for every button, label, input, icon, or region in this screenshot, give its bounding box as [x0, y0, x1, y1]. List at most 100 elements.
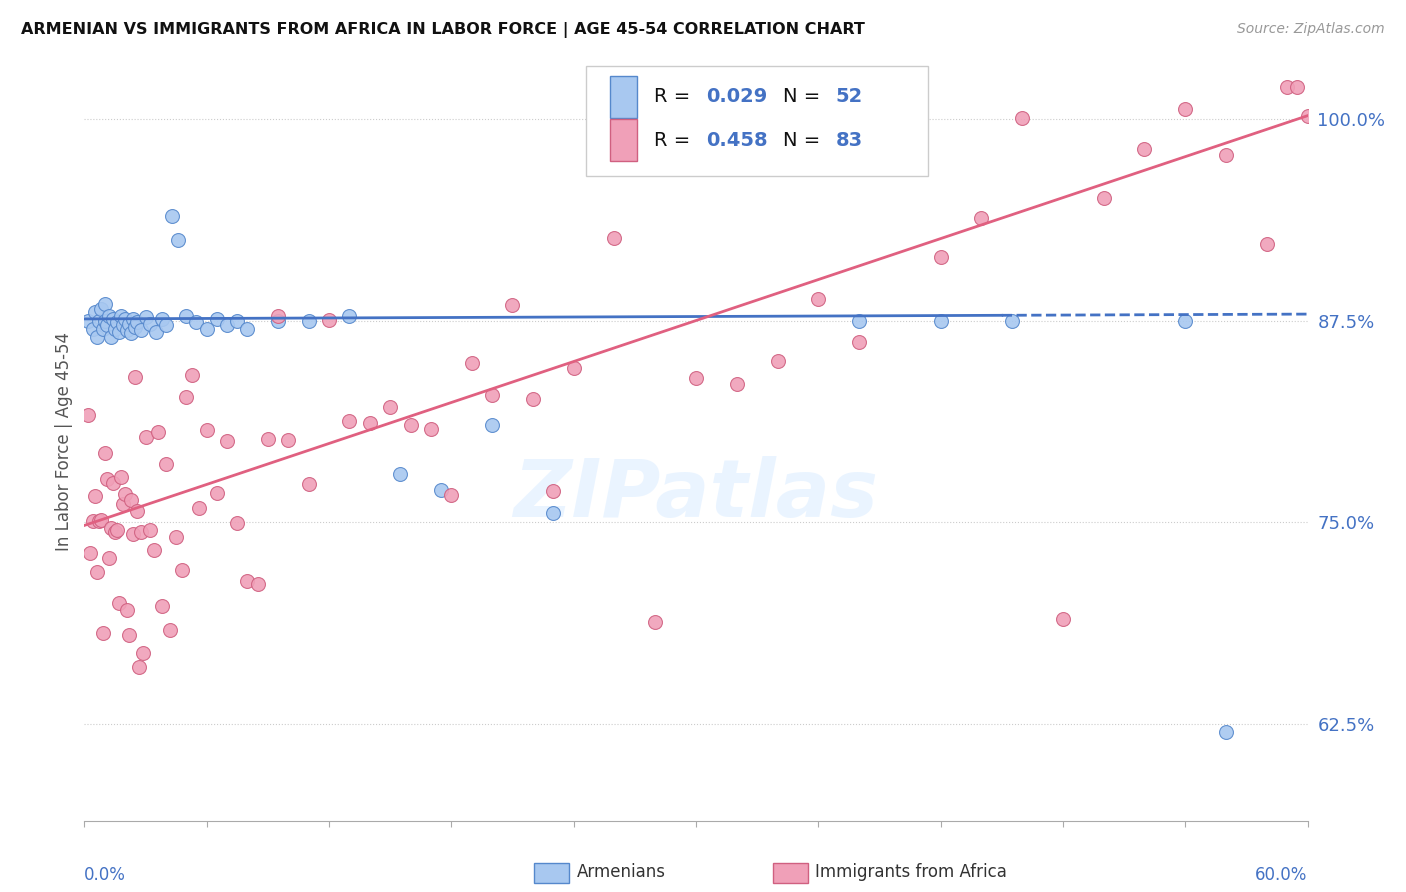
- Point: [522, 392, 544, 406]
- Point: [101, 312, 124, 326]
- FancyBboxPatch shape: [586, 66, 928, 177]
- Point: [112, 498, 135, 512]
- Point: [86, 566, 108, 580]
- Point: [226, 313, 249, 327]
- Point: [1277, 79, 1299, 94]
- Point: [79, 546, 101, 560]
- Point: [114, 312, 136, 326]
- Text: 60.0%: 60.0%: [1256, 866, 1308, 884]
- FancyBboxPatch shape: [610, 76, 637, 118]
- Point: [120, 492, 142, 507]
- Point: [267, 309, 290, 323]
- Point: [502, 298, 524, 312]
- Point: [970, 211, 993, 225]
- Point: [1215, 148, 1237, 162]
- Point: [114, 487, 136, 501]
- Point: [174, 309, 197, 323]
- Point: [380, 400, 402, 414]
- Point: [461, 356, 484, 370]
- Point: [83, 305, 105, 319]
- Point: [100, 520, 122, 534]
- Point: [217, 434, 239, 448]
- Point: [389, 467, 412, 481]
- Point: [226, 516, 249, 530]
- Point: [105, 315, 128, 329]
- Point: [93, 446, 115, 460]
- Point: [101, 476, 124, 491]
- Point: [236, 321, 259, 335]
- Point: [562, 361, 585, 376]
- Point: [142, 543, 165, 558]
- Point: [86, 329, 108, 343]
- Point: [257, 432, 280, 446]
- Point: [93, 297, 115, 311]
- Point: [90, 302, 112, 317]
- Point: [160, 209, 183, 223]
- Point: [1256, 237, 1278, 252]
- Point: [87, 313, 110, 327]
- Text: 0.458: 0.458: [706, 130, 768, 150]
- Text: Immigrants from Africa: Immigrants from Africa: [815, 863, 1007, 881]
- Point: [96, 472, 118, 486]
- Point: [339, 414, 361, 428]
- Point: [91, 625, 114, 640]
- Text: N =: N =: [783, 87, 827, 106]
- Point: [1215, 725, 1237, 739]
- Point: [77, 408, 100, 422]
- Point: [1052, 612, 1074, 626]
- Point: [83, 489, 105, 503]
- Point: [246, 576, 269, 591]
- FancyBboxPatch shape: [610, 120, 637, 161]
- Point: [543, 506, 565, 520]
- Point: [93, 313, 115, 327]
- Text: Armenians: Armenians: [576, 863, 665, 881]
- Point: [108, 325, 131, 339]
- Point: [1286, 79, 1309, 94]
- Point: [481, 418, 503, 433]
- Point: [399, 417, 422, 432]
- Point: [195, 321, 218, 335]
- Point: [267, 313, 290, 327]
- Point: [100, 329, 122, 343]
- Point: [644, 615, 666, 630]
- Point: [766, 354, 789, 368]
- Point: [138, 317, 160, 331]
- Point: [131, 323, 153, 337]
- Point: [481, 388, 503, 402]
- Text: 83: 83: [835, 130, 862, 150]
- Point: [174, 390, 197, 404]
- Point: [104, 524, 127, 539]
- Point: [135, 430, 157, 444]
- Point: [145, 325, 167, 339]
- Point: [82, 514, 104, 528]
- Point: [97, 550, 120, 565]
- Text: 52: 52: [835, 87, 863, 106]
- Point: [112, 318, 135, 333]
- Point: [430, 483, 453, 497]
- Point: [127, 315, 149, 329]
- Point: [889, 148, 911, 162]
- Point: [929, 313, 952, 327]
- Point: [104, 321, 127, 335]
- Point: [146, 425, 169, 439]
- Point: [132, 646, 155, 660]
- Point: [150, 599, 173, 613]
- Point: [603, 231, 626, 245]
- Point: [77, 313, 100, 327]
- Point: [277, 433, 299, 447]
- Point: [87, 514, 110, 528]
- Text: ZIPatlas: ZIPatlas: [513, 456, 879, 533]
- Point: [110, 470, 132, 484]
- Text: 0.029: 0.029: [706, 87, 768, 106]
- Point: [359, 417, 381, 431]
- Point: [155, 318, 177, 333]
- Point: [318, 313, 340, 327]
- Point: [165, 530, 187, 544]
- Point: [1133, 142, 1156, 156]
- Point: [929, 250, 952, 264]
- Point: [1092, 191, 1115, 205]
- Point: [1001, 313, 1024, 327]
- Point: [1174, 102, 1197, 116]
- Point: [217, 318, 239, 333]
- Text: Source: ZipAtlas.com: Source: ZipAtlas.com: [1237, 22, 1385, 37]
